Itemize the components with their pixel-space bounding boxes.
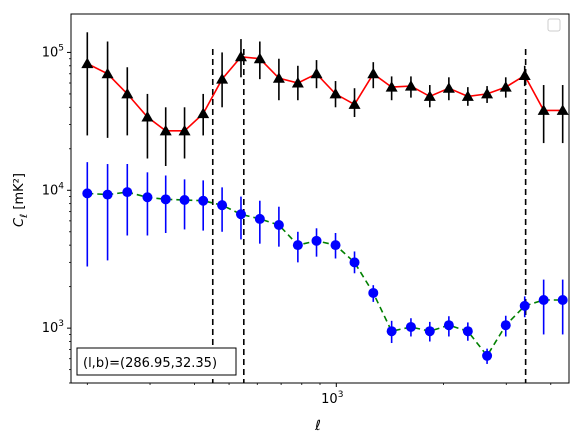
data-point-circle: [368, 287, 379, 298]
data-point-triangle: [537, 104, 550, 115]
data-point-triangle: [141, 111, 154, 122]
data-point-triangle: [556, 104, 569, 115]
data-point-circle: [82, 188, 93, 199]
data-point-triangle: [272, 72, 285, 83]
data-point-circle: [519, 300, 530, 311]
plot-area: 103 104 105 103 (l,b)=(286.95,32.35): [42, 13, 570, 407]
data-point-triangle: [499, 81, 512, 92]
y-tick-label: 104: [42, 181, 65, 198]
data-point-triangle: [253, 52, 266, 64]
data-point-triangle: [81, 57, 94, 69]
y-tick-label: 105: [42, 43, 64, 60]
data-point-circle: [102, 189, 113, 200]
data-point-triangle: [159, 124, 172, 136]
data-point-circle: [292, 240, 303, 251]
data-point-circle: [500, 320, 511, 331]
data-point-triangle: [367, 67, 380, 79]
y-axis-label: Cℓ [mK²]: [12, 173, 30, 227]
data-point-triangle: [197, 107, 210, 119]
series-layer: [81, 32, 569, 364]
x-axis-label: ℓ: [314, 418, 321, 434]
data-point-circle: [405, 321, 416, 332]
series-1: [82, 162, 568, 364]
data-point-triangle: [423, 90, 436, 101]
data-point-circle: [482, 350, 493, 361]
annotation-text: (l,b)=(286.95,32.35): [83, 356, 217, 371]
data-point-circle: [443, 320, 454, 331]
data-point-circle: [122, 187, 133, 198]
data-point-triangle: [518, 69, 531, 81]
data-point-circle: [349, 257, 360, 268]
data-point-circle: [538, 295, 549, 306]
series-0: [81, 32, 569, 167]
data-point-circle: [424, 326, 435, 337]
data-point-circle: [330, 240, 341, 251]
data-point-triangle: [329, 87, 342, 99]
data-point-circle: [142, 192, 153, 203]
x-tick-label: 103: [321, 390, 343, 407]
data-point-circle: [311, 235, 322, 246]
data-point-triangle: [461, 90, 474, 101]
data-point-circle: [273, 219, 284, 230]
data-point-circle: [160, 194, 171, 205]
reference-lines: [211, 49, 527, 383]
legend: [547, 18, 561, 32]
data-point-circle: [217, 200, 228, 211]
data-point-triangle: [404, 80, 417, 91]
data-point-triangle: [101, 67, 114, 79]
y-tick-label: 103: [42, 319, 64, 336]
annotation-box: (l,b)=(286.95,32.35): [76, 347, 237, 376]
data-point-triangle: [481, 87, 494, 99]
annotation-frame: [76, 347, 237, 376]
data-point-triangle: [310, 67, 323, 79]
data-point-triangle: [234, 50, 247, 62]
axis-ticks: 103 104 105 103: [42, 43, 552, 407]
data-point-circle: [254, 213, 265, 224]
data-point-circle: [179, 195, 190, 206]
data-point-triangle: [442, 82, 455, 93]
legend-box: [547, 18, 561, 32]
data-point-triangle: [291, 77, 304, 88]
data-point-circle: [557, 295, 568, 306]
data-point-circle: [235, 209, 246, 220]
data-point-circle: [198, 195, 209, 206]
data-point-triangle: [348, 98, 361, 109]
data-point-triangle: [121, 87, 134, 99]
data-point-circle: [462, 326, 473, 337]
data-point-triangle: [178, 124, 191, 136]
data-point-circle: [386, 326, 397, 337]
data-point-triangle: [216, 73, 229, 84]
data-point-triangle: [385, 81, 398, 92]
